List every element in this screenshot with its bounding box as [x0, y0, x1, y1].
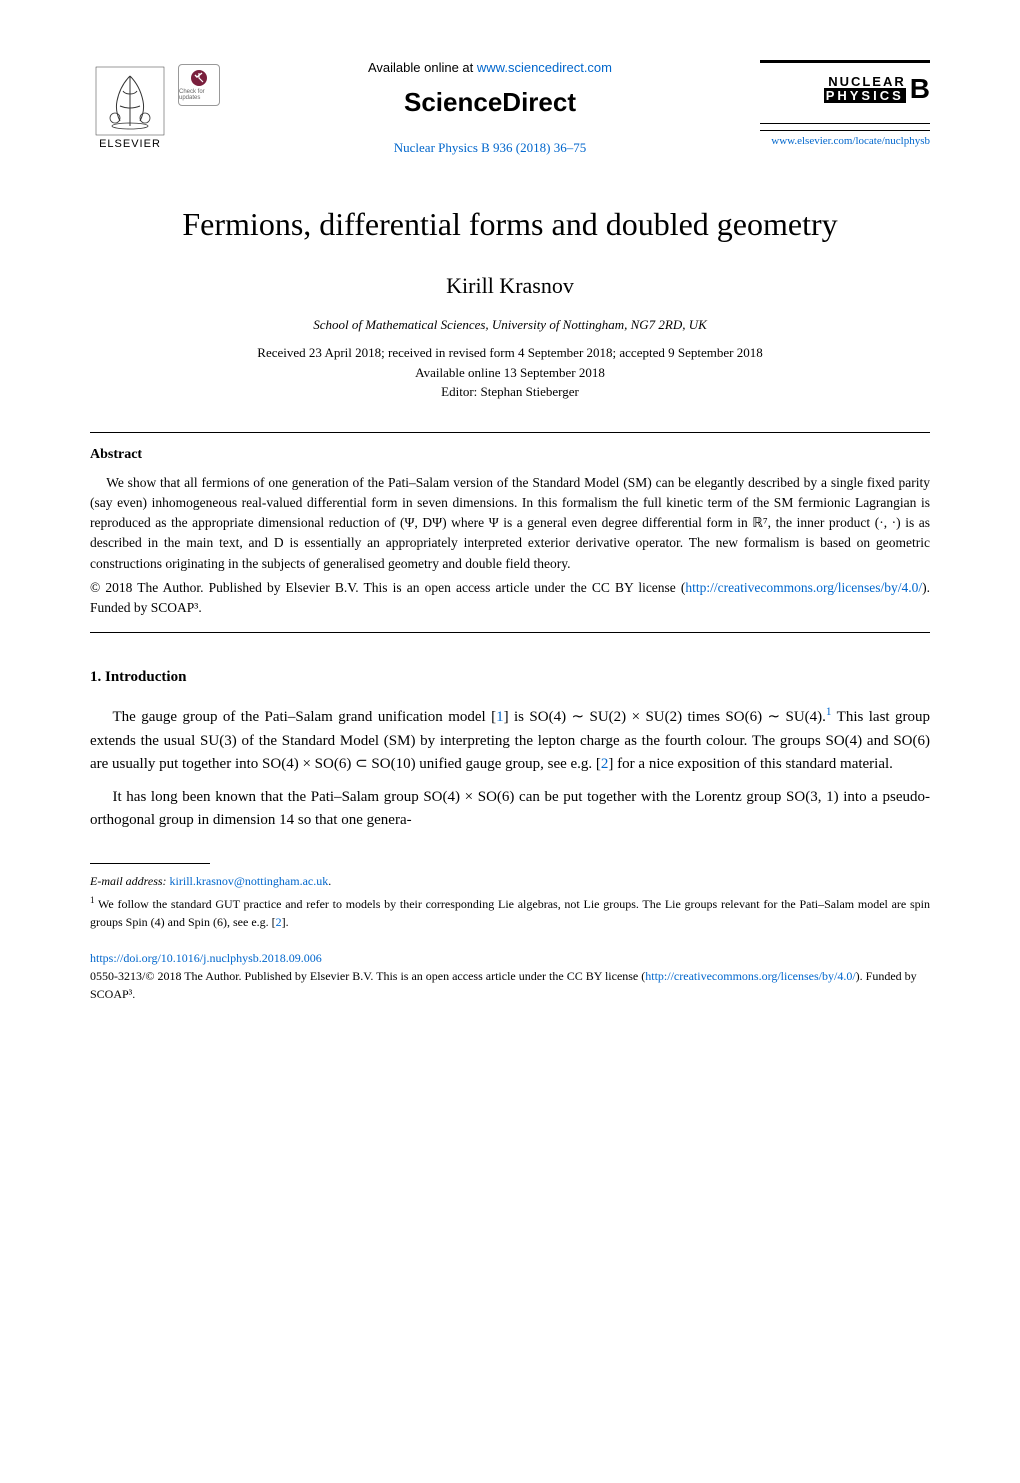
- article-dates: Received 23 April 2018; received in revi…: [90, 343, 930, 402]
- editor-line: Editor: Stephan Stieberger: [90, 382, 930, 402]
- doi-block: https://doi.org/10.1016/j.nuclphysb.2018…: [90, 949, 930, 1003]
- header-center: Available online at www.sciencedirect.co…: [220, 60, 760, 156]
- journal-logo-text: NUCLEAR PHYSICS: [824, 75, 906, 103]
- elsevier-logo: ELSEVIER: [90, 60, 170, 150]
- abstract-text: We show that all fermions of one generat…: [90, 473, 930, 619]
- received-date: Received 23 April 2018; received in revi…: [90, 343, 930, 363]
- section-1-body: The gauge group of the Pati–Salam grand …: [90, 704, 930, 832]
- elsevier-tree-icon: [95, 66, 165, 136]
- page-header: ELSEVIER Check for updates Available onl…: [90, 60, 930, 156]
- journal-logo: NUCLEAR PHYSICS B: [760, 60, 930, 124]
- sciencedirect-logo: ScienceDirect: [240, 87, 740, 118]
- cc-license-link[interactable]: http://creativecommons.org/licenses/by/4…: [685, 580, 922, 595]
- section-1-p2: It has long been known that the Pati–Sal…: [90, 786, 930, 833]
- sciencedirect-url-link[interactable]: www.sciencedirect.com: [477, 60, 612, 75]
- email-footnote: E-mail address: kirill.krasnov@nottingha…: [90, 872, 930, 890]
- divider: [90, 632, 930, 633]
- check-updates-icon: [190, 69, 208, 87]
- journal-reference-link[interactable]: Nuclear Physics B 936 (2018) 36–75: [394, 140, 586, 155]
- copyright-line: 0550-3213/© 2018 The Author. Published b…: [90, 967, 930, 1003]
- journal-logo-b: B: [910, 73, 930, 105]
- available-online-date: Available online 13 September 2018: [90, 363, 930, 383]
- footnotes: E-mail address: kirill.krasnov@nottingha…: [90, 872, 930, 931]
- author-affiliation: School of Mathematical Sciences, Univers…: [90, 317, 930, 333]
- header-left: ELSEVIER Check for updates: [90, 60, 220, 150]
- divider: [90, 432, 930, 433]
- header-right: NUCLEAR PHYSICS B www.elsevier.com/locat…: [760, 60, 930, 147]
- available-online-text: Available online at www.sciencedirect.co…: [240, 60, 740, 75]
- journal-homepage-link[interactable]: www.elsevier.com/locate/nuclphysb: [771, 135, 930, 147]
- abstract-p2: © 2018 The Author. Published by Elsevier…: [90, 578, 930, 619]
- ref-1-link[interactable]: 1: [496, 709, 504, 725]
- check-updates-badge[interactable]: Check for updates: [178, 64, 220, 106]
- section-1-heading: 1. Introduction: [90, 669, 930, 686]
- footnote-1: 1 We follow the standard GUT practice an…: [90, 894, 930, 931]
- cc-license-link-footer[interactable]: http://creativecommons.org/licenses/by/4…: [645, 969, 855, 983]
- article-title: Fermions, differential forms and doubled…: [90, 206, 930, 243]
- elsevier-name: ELSEVIER: [99, 138, 161, 150]
- abstract-heading: Abstract: [90, 447, 930, 463]
- author-email-link[interactable]: kirill.krasnov@nottingham.ac.uk: [170, 874, 329, 888]
- check-updates-label: Check for updates: [179, 89, 219, 101]
- footnote-rule: [90, 863, 210, 864]
- abstract-p1: We show that all fermions of one generat…: [90, 473, 930, 574]
- section-1-p1: The gauge group of the Pati–Salam grand …: [90, 704, 930, 776]
- doi-link[interactable]: https://doi.org/10.1016/j.nuclphysb.2018…: [90, 951, 322, 965]
- author-name: Kirill Krasnov: [90, 273, 930, 299]
